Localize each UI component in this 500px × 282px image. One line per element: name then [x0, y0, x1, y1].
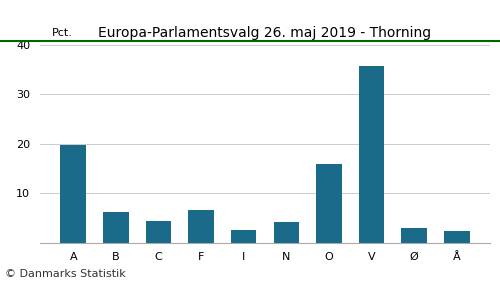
Bar [231, 230, 256, 243]
Bar [103, 212, 128, 243]
Bar [316, 164, 342, 243]
Title: Europa-Parlamentsvalg 26. maj 2019 - Thorning: Europa-Parlamentsvalg 26. maj 2019 - Tho… [98, 26, 431, 40]
Bar [146, 221, 171, 243]
Bar [60, 145, 86, 243]
Text: Pct.: Pct. [52, 28, 73, 38]
Bar [188, 210, 214, 243]
Bar [444, 231, 469, 243]
Text: © Danmarks Statistik: © Danmarks Statistik [5, 269, 126, 279]
Bar [402, 228, 427, 243]
Bar [274, 222, 299, 243]
Bar [359, 66, 384, 243]
